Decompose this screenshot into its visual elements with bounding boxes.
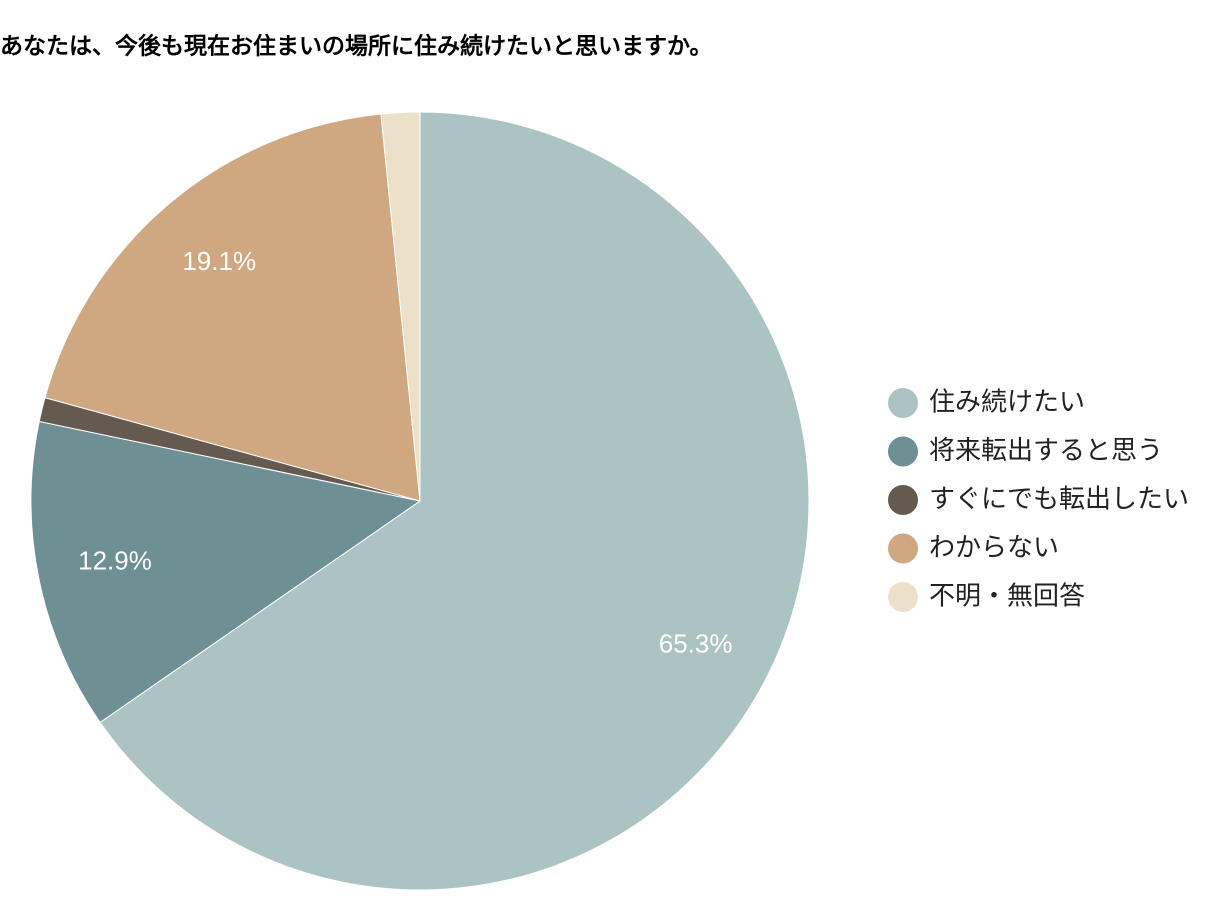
legend-swatch bbox=[888, 485, 918, 515]
pie-slice bbox=[99, 111, 810, 891]
slice-label: 19.1% bbox=[182, 246, 256, 276]
legend-swatch bbox=[888, 436, 918, 467]
legend-label: わからない bbox=[929, 533, 1059, 563]
chart-title: あなたは、今後も現在お住まいの場所に住み続けたいと思いますか。 bbox=[0, 33, 713, 60]
legend-label: 不明・無回答 bbox=[929, 582, 1085, 612]
legend-label: 将来転出すると思う bbox=[929, 436, 1163, 466]
legend-swatch bbox=[888, 388, 918, 418]
legend-label: 住み続けたい bbox=[929, 388, 1085, 418]
pie-slice bbox=[30, 420, 422, 724]
legend-swatch bbox=[888, 582, 918, 612]
slice-label: 65.3% bbox=[659, 628, 733, 658]
slice-label: 12.9% bbox=[78, 546, 152, 576]
pie-slice bbox=[44, 113, 421, 502]
legend-label: すぐにでも転出したい bbox=[929, 485, 1189, 515]
pie-slice bbox=[380, 111, 421, 502]
legend-swatch bbox=[888, 533, 918, 564]
